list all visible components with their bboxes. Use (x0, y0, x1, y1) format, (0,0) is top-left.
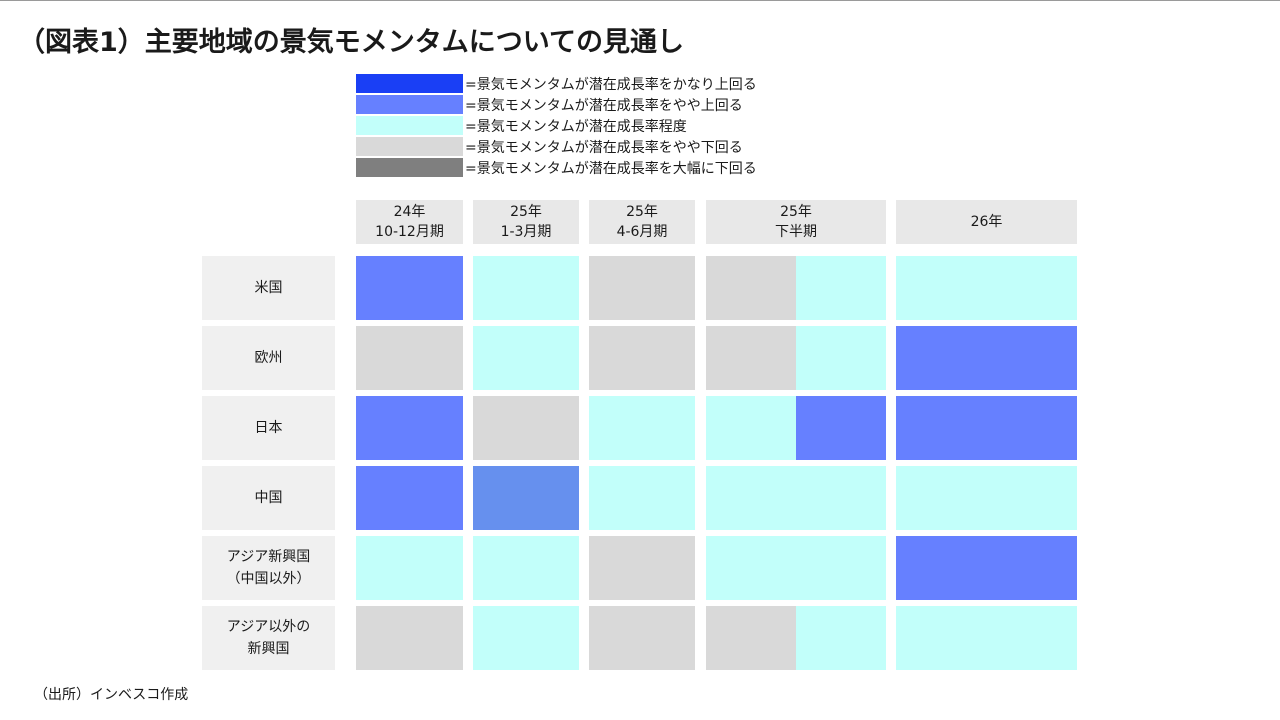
column-header: 26年 (896, 200, 1077, 244)
row-header: 米国 (202, 256, 335, 320)
heatmap-cell (589, 396, 695, 460)
row-header-label: アジア以外の 新興国 (226, 619, 311, 657)
legend-label: =景気モメンタムが潜在成長率をやや下回る (465, 139, 743, 156)
heatmap-cell (706, 256, 796, 320)
heatmap-cell (896, 536, 1077, 600)
heatmap-cell (796, 256, 886, 320)
column-header: 24年 10-12月期 (356, 200, 463, 244)
heatmap-cell (356, 326, 463, 390)
row-header: アジア以外の 新興国 (202, 606, 335, 670)
column-header: 25年 下半期 (706, 200, 886, 244)
row-header-label: 欧州 (254, 350, 283, 366)
heatmap-cell (589, 536, 695, 600)
heatmap-cell (473, 396, 579, 460)
legend: =景気モメンタムが潜在成長率をかなり上回る =景気モメンタムが潜在成長率をやや上回… (356, 73, 757, 178)
heatmap-cell (589, 256, 695, 320)
legend-swatch (356, 95, 463, 114)
legend-item: =景気モメンタムが潜在成長率をやや上回る (356, 94, 757, 115)
column-header-label: 26年 (970, 214, 1003, 230)
row-header: 中国 (202, 466, 335, 530)
heatmap-cell (356, 466, 463, 530)
heatmap-cell (589, 606, 695, 670)
legend-item: =景気モメンタムが潜在成長率をかなり上回る (356, 73, 757, 94)
row-header-label: 日本 (254, 420, 283, 436)
row-header: 日本 (202, 396, 335, 460)
legend-label: =景気モメンタムが潜在成長率をやや上回る (465, 97, 743, 114)
heatmap-cell (796, 396, 886, 460)
heatmap-cell (356, 256, 463, 320)
legend-swatch (356, 158, 463, 177)
chart-title: （図表1）主要地域の景気モメンタムについての見通し (18, 27, 684, 58)
heatmap-cell (706, 536, 886, 600)
heatmap-cell (473, 256, 579, 320)
heatmap-cell (589, 326, 695, 390)
legend-item: =景気モメンタムが潜在成長率をやや下回る (356, 136, 757, 157)
row-header: アジア新興国 （中国以外） (202, 536, 335, 600)
heatmap-cell (473, 466, 579, 530)
legend-swatch (356, 116, 463, 135)
heatmap-cell (473, 606, 579, 670)
heatmap-cell (796, 326, 886, 390)
heatmap-cell (706, 606, 796, 670)
heatmap-cell (896, 396, 1077, 460)
heatmap-cell (473, 326, 579, 390)
column-header: 25年 4-6月期 (589, 200, 695, 244)
heatmap-cell (896, 326, 1077, 390)
column-header-label: 25年 下半期 (775, 204, 817, 240)
row-header-label: 米国 (254, 280, 283, 296)
heatmap-cell (589, 466, 695, 530)
legend-item: =景気モメンタムが潜在成長率を大幅に下回る (356, 157, 757, 178)
row-header: 欧州 (202, 326, 335, 390)
legend-label: =景気モメンタムが潜在成長率を大幅に下回る (465, 160, 757, 177)
heatmap-cell (356, 606, 463, 670)
column-header: 25年 1-3月期 (473, 200, 579, 244)
top-divider (0, 0, 1280, 1)
column-header-label: 24年 10-12月期 (375, 204, 444, 240)
heatmap-cell (473, 536, 579, 600)
row-header-label: アジア新興国 （中国以外） (226, 549, 311, 587)
heatmap-cell (896, 466, 1077, 530)
legend-label: =景気モメンタムが潜在成長率程度 (465, 118, 687, 135)
legend-swatch (356, 137, 463, 156)
column-header-label: 25年 1-3月期 (500, 204, 552, 240)
legend-label: =景気モメンタムが潜在成長率をかなり上回る (465, 76, 757, 93)
row-header-label: 中国 (254, 490, 283, 506)
legend-item: =景気モメンタムが潜在成長率程度 (356, 115, 757, 136)
heatmap-cell (356, 536, 463, 600)
heatmap-cell (896, 606, 1077, 670)
legend-swatch (356, 74, 463, 93)
column-header-label: 25年 4-6月期 (616, 204, 668, 240)
heatmap-cell (706, 466, 886, 530)
heatmap-cell (706, 396, 796, 460)
heatmap-cell (356, 396, 463, 460)
heatmap-cell (796, 606, 886, 670)
heatmap-cell (706, 326, 796, 390)
heatmap-cell (896, 256, 1077, 320)
source-note: （出所）インベスコ作成 (34, 687, 189, 703)
